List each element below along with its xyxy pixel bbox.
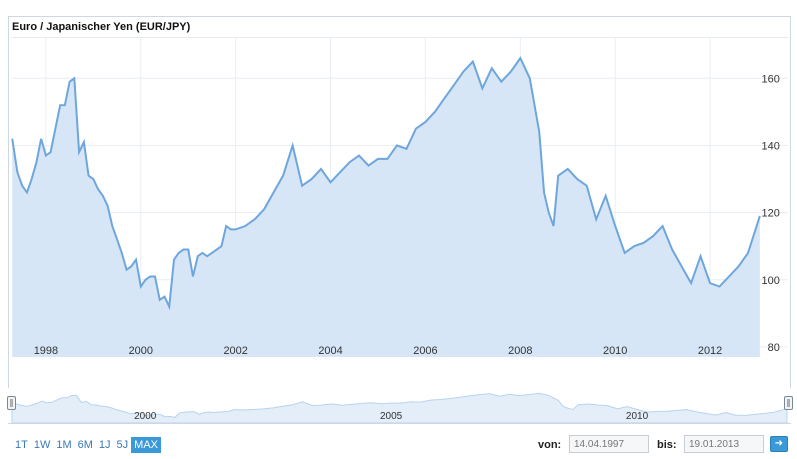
main-chart[interactable]: 80 100 120 140 160 1998 2000 2002 2004 2006 2008 2… bbox=[11, 37, 789, 357]
range-1t[interactable]: 1T bbox=[15, 439, 28, 451]
navigator-left-handle[interactable]: ‖ bbox=[7, 396, 16, 410]
navigator-labels: 2000 2005 2010 bbox=[134, 411, 648, 422]
from-label: von: bbox=[538, 439, 562, 451]
range-max[interactable]: MAX bbox=[131, 437, 161, 453]
x-tick-label: 2008 bbox=[508, 345, 532, 357]
navigator-year-label: 2000 bbox=[134, 411, 157, 422]
y-tick-label: 160 bbox=[762, 73, 780, 85]
to-label: bis: bbox=[657, 439, 677, 451]
x-tick-label: 1998 bbox=[34, 345, 58, 357]
x-tick-label: 2006 bbox=[413, 345, 437, 357]
x-tick-label: 2004 bbox=[318, 345, 342, 357]
navigator[interactable]: 2000 2005 2010 bbox=[8, 388, 791, 424]
x-tick-label: 2010 bbox=[603, 345, 627, 357]
range-selector: 1T 1W 1M 6M 1J 5J MAX bbox=[12, 437, 161, 453]
range-1m[interactable]: 1M bbox=[56, 439, 72, 451]
y-tick-label: 100 bbox=[762, 275, 780, 287]
to-date-input[interactable] bbox=[684, 435, 764, 453]
arrow-right-icon: ➜ bbox=[774, 438, 784, 449]
from-date-input[interactable] bbox=[569, 435, 649, 453]
navigator-year-label: 2010 bbox=[626, 411, 649, 422]
x-tick-label: 2000 bbox=[129, 345, 153, 357]
price-area bbox=[12, 58, 760, 357]
navigator-right-handle[interactable]: ‖ bbox=[784, 396, 793, 410]
x-tick-label: 2002 bbox=[223, 345, 247, 357]
y-tick-label: 80 bbox=[768, 342, 780, 354]
chart-title: Euro / Japanischer Yen (EUR/JPY) bbox=[12, 21, 191, 33]
y-axis-ticks: 80 100 120 140 160 bbox=[762, 73, 780, 354]
range-1j[interactable]: 1J bbox=[98, 439, 111, 451]
navigator-year-label: 2005 bbox=[380, 411, 403, 422]
y-tick-label: 120 bbox=[762, 208, 780, 220]
range-1w[interactable]: 1W bbox=[33, 439, 51, 451]
go-button[interactable]: ➜ bbox=[770, 436, 788, 452]
y-tick-label: 140 bbox=[762, 140, 780, 152]
x-axis-ticks: 1998 2000 2002 2004 2006 2008 2010 2012 bbox=[34, 345, 723, 357]
navigator-area bbox=[11, 392, 788, 424]
range-6m[interactable]: 6M bbox=[77, 439, 93, 451]
x-tick-label: 2012 bbox=[698, 345, 722, 357]
range-5j[interactable]: 5J bbox=[116, 439, 129, 451]
price-line bbox=[11, 56, 761, 311]
